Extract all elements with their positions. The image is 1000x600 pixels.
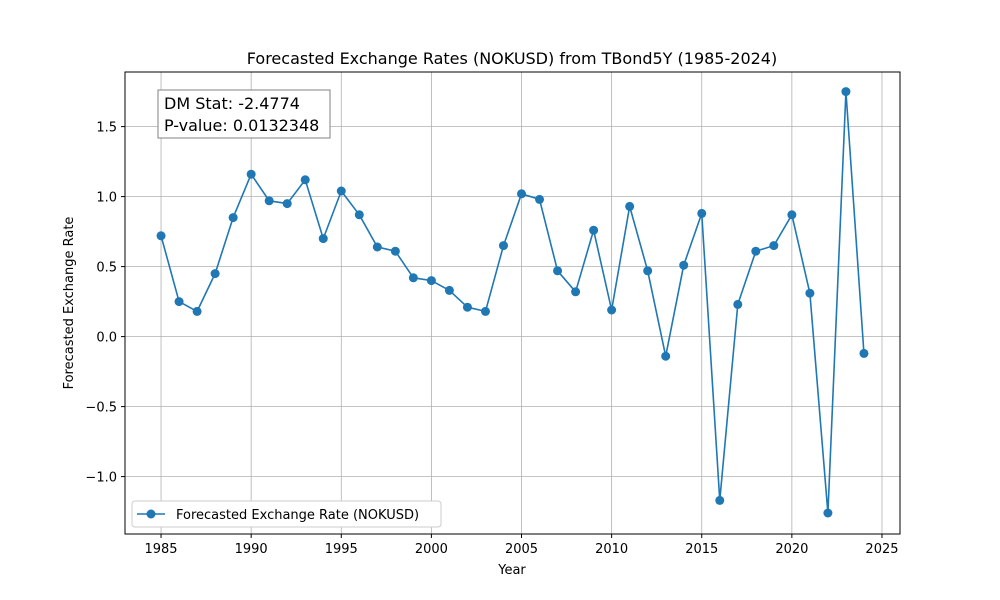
data-point — [246, 169, 256, 179]
data-point — [589, 225, 599, 235]
data-point — [156, 231, 166, 241]
x-axis-label: Year — [497, 563, 526, 578]
x-tick-label: 2015 — [685, 542, 718, 557]
data-point — [643, 266, 653, 276]
data-point — [661, 351, 671, 361]
data-point — [498, 241, 508, 251]
series-line — [160, 90, 865, 514]
x-tick-label: 1985 — [144, 542, 177, 557]
y-tick-label: 1.5 — [96, 121, 117, 136]
legend-frame — [131, 500, 442, 528]
data-point — [715, 495, 725, 505]
dm-stat-annotation: DM Stat: -2.4774 — [164, 94, 300, 113]
x-tick-label: 2005 — [505, 542, 538, 557]
data-point — [733, 299, 743, 309]
y-axis-label: Forecasted Exchange Rate — [62, 217, 77, 390]
data-point — [625, 201, 635, 211]
grid — [125, 72, 900, 534]
chart-title: Forecasted Exchange Rates (NOKUSD) from … — [247, 49, 777, 68]
data-point — [408, 273, 418, 283]
y-tick-label: 1.0 — [96, 191, 117, 206]
data-point — [426, 276, 436, 286]
data-point — [553, 266, 563, 276]
data-point — [336, 186, 346, 196]
stats-box-frame — [157, 89, 331, 139]
data-point — [679, 260, 689, 270]
legend-label: Forecasted Exchange Rate (NOKUSD) — [176, 508, 419, 523]
data-point — [264, 196, 274, 206]
legend-point-marker — [146, 509, 156, 519]
data-point — [354, 210, 364, 220]
data-point — [697, 208, 707, 218]
x-tick-label: 2025 — [865, 542, 898, 557]
data-point — [444, 285, 454, 295]
data-point — [841, 87, 851, 97]
data-point — [210, 269, 220, 279]
x-tick-label: 1995 — [325, 542, 358, 557]
data-point — [607, 305, 617, 315]
y-tick-label: −0.5 — [85, 401, 117, 416]
data-point — [372, 242, 382, 252]
x-tick-label: 2000 — [415, 542, 448, 557]
data-point — [282, 199, 292, 209]
data-point — [823, 508, 833, 518]
data-point — [318, 234, 328, 244]
x-axis-ticks: 1985 1990 1995 2000 2005 2010 2015 2020 2025 — [144, 534, 899, 557]
data-point — [859, 348, 869, 358]
data-point — [769, 241, 779, 251]
y-axis-ticks: −1.0 −0.5 0.0 0.5 1.0 1.5 — [85, 121, 125, 486]
y-tick-label: 0.0 — [96, 331, 117, 346]
data-point — [462, 302, 472, 312]
data-point — [787, 210, 797, 220]
plot-frame — [124, 71, 901, 535]
y-tick-label: −1.0 — [85, 471, 117, 486]
legend: Forecasted Exchange Rate (NOKUSD) — [131, 500, 442, 528]
data-point — [300, 175, 310, 185]
y-tick-label: 0.5 — [96, 261, 117, 276]
data-point — [228, 213, 238, 223]
data-point — [480, 306, 490, 316]
data-point — [535, 194, 545, 204]
data-point — [751, 246, 761, 256]
data-point — [174, 297, 184, 307]
data-point — [192, 306, 202, 316]
x-tick-label: 2010 — [595, 542, 628, 557]
stats-annotation-box: DM Stat: -2.4774 P-value: 0.0132348 — [157, 89, 331, 139]
data-point — [517, 189, 527, 199]
x-tick-label: 1990 — [235, 542, 268, 557]
data-point — [390, 246, 400, 256]
x-tick-label: 2020 — [775, 542, 808, 557]
data-point — [805, 288, 815, 298]
series-group — [156, 87, 869, 518]
data-point — [571, 287, 581, 297]
p-value-annotation: P-value: 0.0132348 — [164, 116, 319, 135]
